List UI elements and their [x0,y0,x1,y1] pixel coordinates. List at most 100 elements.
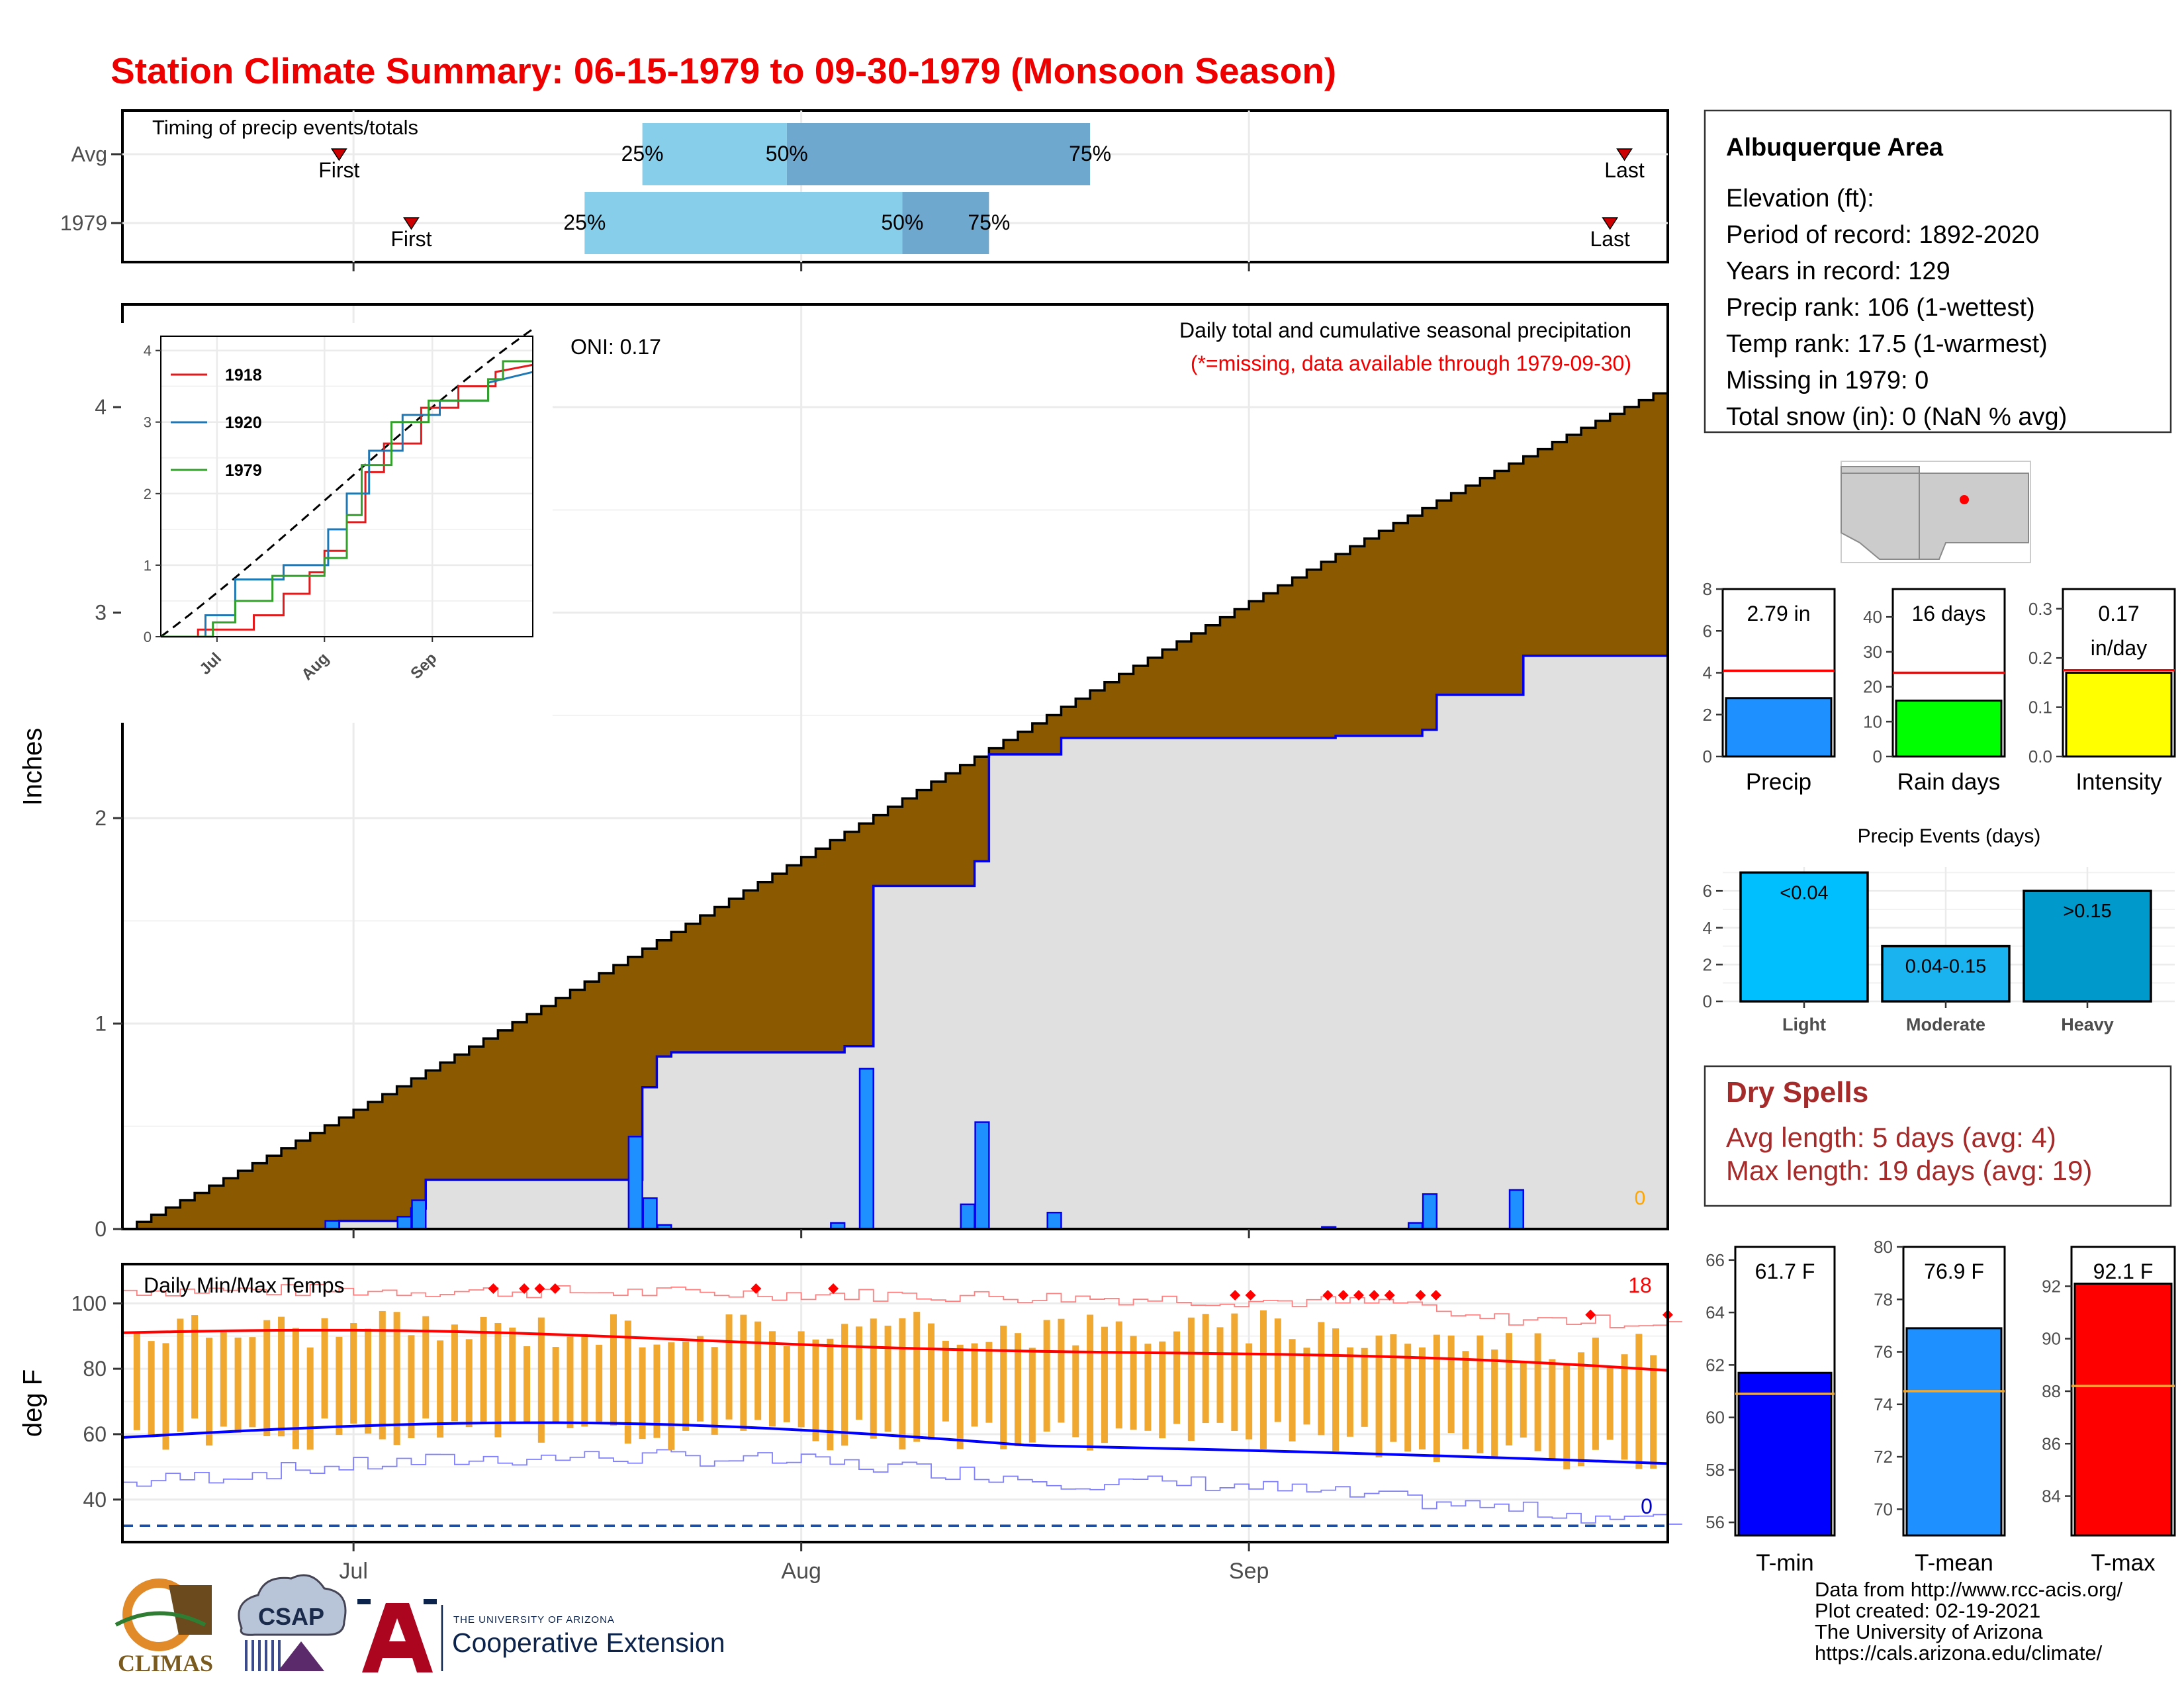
summary-label: Intensity [2075,769,2162,795]
summary-y-tick: 0 [1703,747,1712,766]
daily-temp-bar [1477,1335,1484,1453]
ua-logo-big-text: Cooperative Extension [452,1627,725,1658]
legend-label: 1979 [225,461,262,480]
station-info-line: Years in record: 129 [1726,257,1950,285]
daily-temp-bar [1072,1345,1079,1438]
daily-temp-bar [1216,1327,1224,1423]
record-marker [519,1283,530,1295]
daily-temp-bar [682,1342,690,1431]
daily-temp-bar [1361,1348,1368,1427]
daily-temp-bar [899,1318,906,1450]
dry-spells-avg: Avg length: 5 days (avg: 4) [1726,1122,2056,1153]
credit-line: Data from http://www.rcc-acis.org/ [1815,1578,2123,1601]
first-marker-label: First [390,227,432,251]
daily-temp-bar [1028,1348,1036,1443]
daily-temp-bar [1549,1359,1556,1461]
daily-temp-bar [1491,1349,1498,1459]
inset-y-tick: 3 [144,414,152,431]
summary-y-tick: 8 [1703,579,1712,599]
daily-temp-bar [769,1331,776,1427]
y-tick-label: 3 [95,601,107,625]
last-marker-label: Last [1604,158,1645,182]
daily-temp-bar [379,1310,386,1440]
daily-temp-bar [1231,1313,1238,1431]
tbar-value: 61.7 F [1755,1259,1815,1283]
daily-temp-bar [1332,1328,1340,1451]
daily-temp-bar [1621,1354,1628,1460]
cumulative-1979-area [122,655,1668,1229]
quartile-label: 25% [563,210,606,234]
daily-temp-bar [1520,1362,1527,1438]
daily-temp-bar [1043,1320,1050,1432]
record-marker [751,1283,762,1295]
daily-temp-bar [437,1340,444,1438]
tbar-value: 76.9 F [1924,1259,1984,1283]
daily-precip-bar [396,1216,412,1230]
quartile-label: 50% [766,142,808,165]
summary-bar [1725,697,1833,758]
event-label: Moderate [1906,1015,1985,1034]
daily-temp-bar [581,1334,588,1427]
tbar-y-tick: 56 [1706,1512,1725,1532]
tbar-y-tick: 78 [1874,1289,1893,1309]
daily-precip-bar [1508,1189,1525,1230]
daily-precip-bar [858,1068,875,1230]
summary-value: 2.79 in [1747,602,1810,625]
record-marker [1384,1289,1395,1301]
tbar-y-tick: 58 [1706,1460,1725,1480]
station-info-line: Elevation (ft): [1726,185,1874,212]
tbar-y-tick: 66 [1706,1250,1725,1270]
daily-temp-bar [1505,1333,1512,1445]
tbar-label: T-min [1756,1550,1814,1576]
y-tick-label: 2 [95,806,107,830]
daily-temp-bar [841,1324,848,1446]
summary-y-tick: 2 [1703,705,1712,725]
quartile-bar-low [584,192,903,254]
station-location-dot [1960,495,1969,504]
temp-y-tick: 40 [83,1488,107,1512]
summary-y-tick: 30 [1863,642,1882,662]
precip-subtitle: Daily total and cumulative seasonal prec… [1179,318,1631,342]
daily-temp-bar [1404,1344,1412,1452]
daily-temp-bar [292,1328,299,1449]
daily-precip-bar [642,1197,658,1230]
climas-logo-wave [114,1611,206,1627]
last-marker-label: Last [1590,227,1630,251]
daily-temp-bar [870,1318,877,1439]
daily-temp-bar [336,1336,343,1436]
inset-series-line [161,360,533,638]
daily-temp-bar [668,1342,675,1450]
daily-temp-bar [1390,1334,1397,1442]
daily-temp-bar [783,1346,790,1422]
tbar-bar [1737,1371,1833,1537]
temp-y-tick: 60 [83,1422,107,1446]
summary-y-tick: 0.1 [2028,698,2052,717]
last-marker [1602,217,1619,230]
y-axis-label: Inches [19,728,48,806]
daily-temp-bar [1058,1318,1065,1423]
quartile-label: 75% [968,210,1010,234]
tbar-label: T-max [2091,1550,2156,1576]
temp-frame [121,1263,1669,1543]
summary-y-tick: 10 [1863,711,1882,731]
csap-logo-mountain [278,1641,324,1671]
summary-value: 16 days [1911,602,1985,625]
summary-label: Precip [1746,769,1811,795]
credit-line: The University of Arizona [1815,1620,2043,1643]
record-marker [828,1283,839,1295]
tbar-y-tick: 70 [1874,1499,1893,1519]
climas-logo-text: CLIMAS [118,1650,213,1676]
daily-temp-bar [306,1348,314,1450]
daily-temp-bar [422,1316,430,1419]
event-y-tick: 6 [1703,881,1712,901]
record-marker [1338,1289,1349,1301]
daily-precip-bar [960,1203,976,1230]
temp-y-tick: 100 [71,1291,107,1315]
y-tick-label: 1 [95,1012,107,1036]
precip-frame [121,303,1669,1230]
daily-precip-bar [627,1136,643,1230]
inset-y-tick: 2 [144,486,152,502]
daily-temp-bar [148,1341,155,1438]
daily-temp-bar [494,1322,502,1438]
